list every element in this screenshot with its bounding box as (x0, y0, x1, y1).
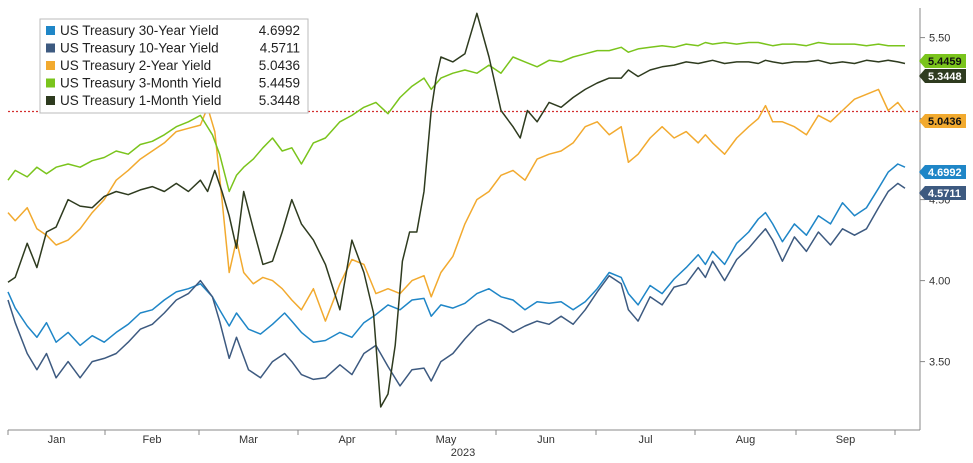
end-tag: 5.4459 (919, 54, 966, 68)
axes (8, 8, 921, 431)
end-tag-shape (919, 114, 966, 128)
end-tag-value: 5.3448 (928, 71, 962, 83)
series-line-us-treasury-2-year-yield (7, 88, 906, 322)
end-tag-shape (919, 165, 966, 179)
y-tick-label: 3.50 (929, 357, 950, 369)
end-tag-value: 4.6992 (928, 167, 962, 179)
series-line-us-treasury-1-month-yield (7, 12, 906, 408)
legend-box (39, 18, 309, 114)
legend: US Treasury 30-Year Yield 4.6992 US Treasu… (39, 18, 309, 114)
legend-entry-value: 5.3448 (259, 93, 300, 108)
legend-entry-name: US Treasury 3-Month Yield (60, 76, 221, 91)
end-tag-value: 4.5711 (928, 188, 961, 200)
end-tag-value: 5.0436 (928, 116, 962, 128)
x-tick-label: Jun (537, 434, 555, 446)
legend-swatch (46, 61, 55, 70)
end-tag: 5.3448 (919, 69, 966, 83)
legend-swatch (46, 26, 55, 35)
x-tick-labels: Jan Feb Mar Apr May Jun Jul Aug Sep (7, 430, 896, 446)
legend-entry-name: US Treasury 2-Year Yield (60, 58, 211, 73)
legend-swatch (46, 78, 55, 88)
end-tag: 5.0436 (919, 114, 966, 128)
series-lines (7, 12, 906, 408)
legend-swatch (46, 96, 55, 105)
end-tag: 4.6992 (919, 165, 966, 179)
legend-entry-value: 4.5711 (260, 41, 300, 56)
y-tick-label: 4.00 (929, 276, 950, 288)
end-tag-value: 5.4459 (928, 56, 962, 68)
y-tick-label: 5.50 (929, 33, 950, 45)
end-tag: 4.5711 (919, 186, 966, 200)
end-value-tags: 5.4459 5.3448 5.0436 4.6992 4.5711 (919, 54, 966, 200)
legend-entry-value: 4.6992 (259, 23, 300, 38)
legend-entry-name: US Treasury 30-Year Yield (60, 23, 219, 38)
x-tick-label: Aug (736, 434, 756, 446)
end-tag-shape (919, 186, 966, 200)
x-tick-label: Jan (48, 434, 66, 446)
series-line-us-treasury-3-month-yield (7, 41, 905, 193)
end-tag-shape (919, 69, 966, 83)
legend-entry-value: 5.4459 (259, 76, 300, 91)
x-axis-year-label: 2023 (451, 447, 475, 459)
x-tick-label: Sep (836, 434, 856, 446)
legend-entry-name: US Treasury 1-Month Yield (60, 93, 221, 108)
end-tag-shape (919, 54, 966, 68)
series-line-us-treasury-10-year-yield (7, 182, 906, 387)
x-tick-label: Apr (338, 434, 355, 446)
legend-entry-name: US Treasury 10-Year Yield (60, 41, 219, 56)
x-tick-label: Jul (638, 434, 652, 446)
legend-swatch (46, 43, 55, 53)
x-tick-label: Mar (239, 434, 258, 446)
series-line-us-treasury-30-year-yield (7, 163, 906, 347)
legend-entry-value: 5.0436 (259, 58, 300, 73)
x-tick-label: Feb (143, 434, 162, 446)
x-tick-label: May (436, 434, 457, 446)
